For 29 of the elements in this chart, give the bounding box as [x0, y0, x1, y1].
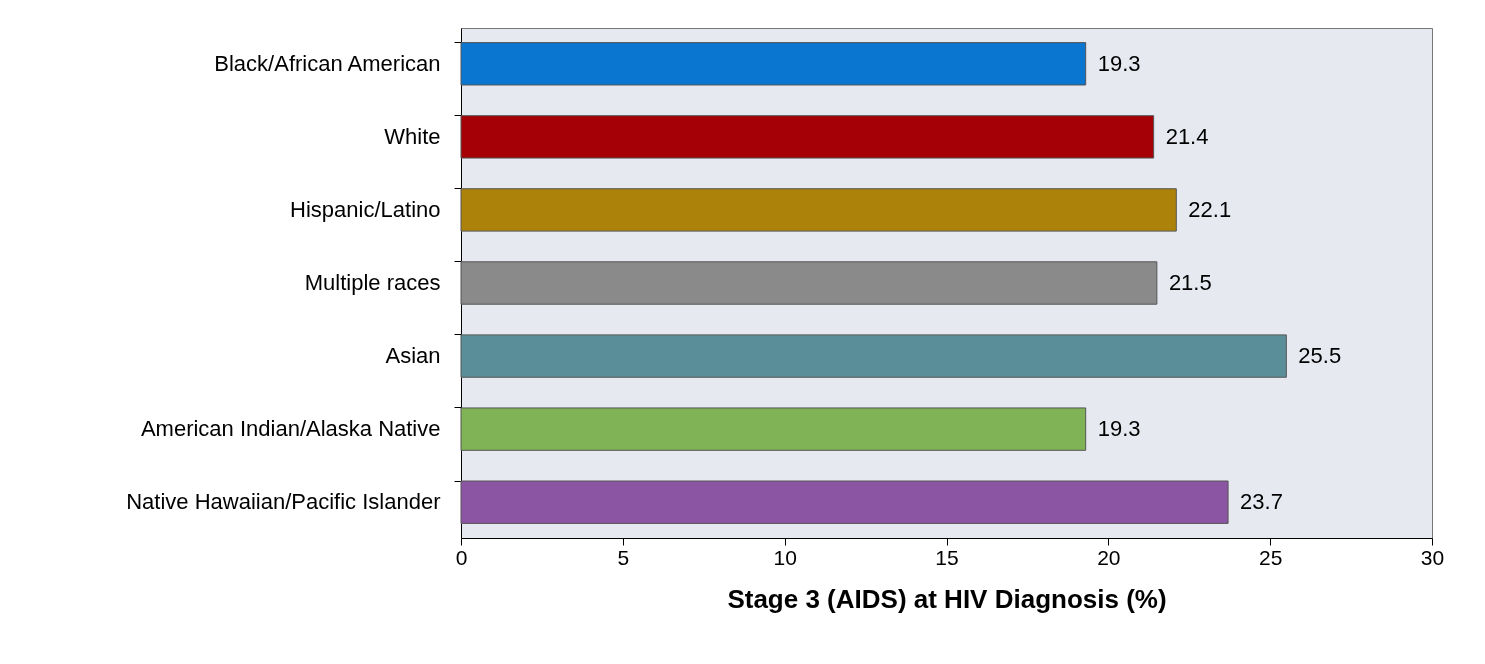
bar: [460, 42, 1087, 86]
x-axis-title: Stage 3 (AIDS) at HIV Diagnosis (%): [727, 583, 1167, 614]
data-label: 22.1: [1188, 196, 1232, 222]
bar: [460, 407, 1087, 451]
bar: [460, 188, 1177, 232]
data-label: 21.5: [1168, 270, 1212, 295]
x-tick-label: 20: [1097, 545, 1121, 569]
y-tick-label: Native Hawaiian/Pacific Islander: [126, 489, 441, 515]
data-label: 19.3: [1097, 50, 1141, 76]
x-tick-label: 10: [773, 545, 797, 569]
data-label: 19.3: [1097, 416, 1141, 442]
y-tick-label: Multiple races: [304, 270, 441, 295]
bar: [460, 115, 1155, 159]
y-tick-label: Black/African American: [214, 50, 441, 76]
y-tick-label: Asian: [385, 343, 441, 369]
bar: [460, 334, 1287, 378]
x-tick-label: 5: [617, 545, 630, 569]
bar: [460, 261, 1158, 305]
y-tick-label: American Indian/Alaska Native: [140, 416, 441, 442]
y-tick-label: Hispanic/Latino: [290, 196, 441, 222]
x-tick-label: 25: [1258, 545, 1283, 569]
data-label: 23.7: [1240, 489, 1283, 515]
data-label: 21.4: [1165, 123, 1209, 149]
data-label: 25.5: [1298, 343, 1342, 369]
x-tick-label: 30: [1420, 545, 1445, 569]
bar: [460, 480, 1229, 524]
x-tick-label: 0: [455, 545, 468, 569]
x-tick-label: 15: [935, 545, 959, 569]
y-tick-label: White: [384, 123, 441, 149]
